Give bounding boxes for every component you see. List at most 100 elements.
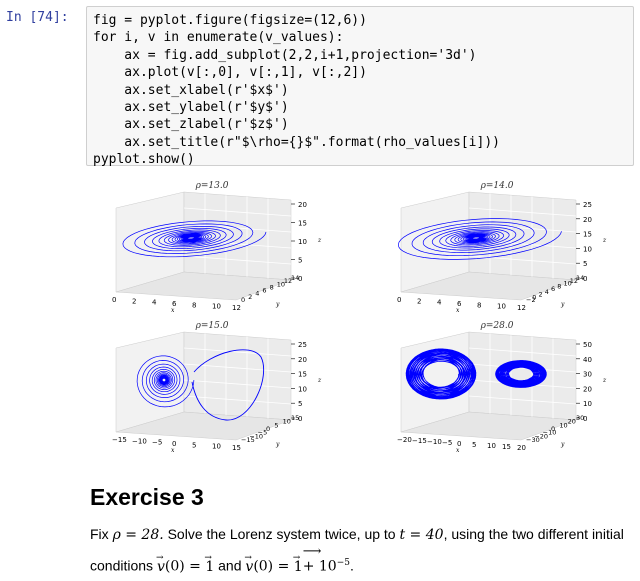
x-tick-label: −10: [427, 438, 442, 446]
pane-floor: [400, 271, 577, 301]
one-vector-1: 1: [204, 544, 214, 581]
y-tick-label: −15: [241, 436, 255, 444]
code-line-2[interactable]: for i, v in enumerate(v_values):: [93, 30, 344, 46]
x-tick-label: 10: [212, 443, 221, 451]
x-tick-label: 12: [517, 304, 526, 312]
y-axis-label: y: [275, 441, 280, 448]
x-tick-label: 8: [477, 301, 481, 309]
x-axis-label: x: [456, 447, 460, 454]
x-tick-label: 12: [232, 304, 241, 312]
trajectory-line: [122, 220, 267, 258]
cond2-expr: (0) =: [253, 558, 294, 575]
z-tick-label: 0: [583, 415, 587, 423]
x-tick-label: 8: [192, 301, 196, 309]
x-tick-label: −10: [132, 437, 147, 445]
z-tick-label: 0: [298, 275, 302, 283]
x-tick-label: 10: [487, 442, 496, 450]
y-tick-label: 12: [284, 277, 292, 285]
z-tick-label: 15: [583, 231, 592, 239]
code-line-4[interactable]: ax.plot(v[:,0], v[:,1], v[:,2]): [93, 65, 367, 81]
z-tick-label: 25: [583, 201, 592, 209]
t-expr: t = 40: [399, 527, 444, 543]
x-tick-label: 15: [502, 443, 511, 451]
attractor-right-wing: [495, 360, 547, 388]
y-tick-label: 15: [291, 414, 299, 422]
code-cell[interactable]: fig = pyplot.figure(figsize=(12,6)) for …: [86, 6, 634, 168]
code-line-1[interactable]: fig = pyplot.figure(figsize=(12,6)): [93, 13, 367, 28]
exercise-heading: Exercise 3: [90, 484, 204, 510]
text-and: and: [218, 557, 242, 574]
x-tick-label: 10: [212, 303, 221, 311]
x-tick-label: 5: [192, 441, 196, 449]
text-conditions: conditions: [90, 557, 154, 574]
z-axis-label: z: [602, 377, 607, 384]
z-tick-label: 10: [298, 238, 307, 246]
z-tick-label: 5: [298, 257, 302, 265]
subplot-title: ρ=15.0: [195, 321, 229, 331]
y-tick-label: −20: [534, 432, 548, 440]
y-tick-label: 0: [551, 425, 555, 433]
code-line-9[interactable]: pyplot.show(): [93, 152, 195, 168]
x-tick-label: −5: [152, 439, 162, 447]
perturb-expr: + 10−5: [303, 538, 350, 581]
x-tick-label: 0: [112, 296, 116, 304]
z-axis-label: z: [317, 237, 322, 244]
x-tick-label: −15: [112, 436, 127, 444]
z-tick-label: 5: [583, 260, 587, 268]
y-axis-label: y: [560, 441, 565, 448]
y-tick-label: 6: [551, 285, 555, 293]
z-tick-label: 10: [298, 385, 307, 393]
y-tick-label: 6: [262, 287, 266, 295]
code-line-3[interactable]: ax = fig.add_subplot(2,2,i+1,projection=…: [93, 47, 477, 63]
z-tick-label: 40: [583, 356, 592, 364]
x-tick-label: 6: [172, 300, 177, 308]
x-tick-label: −5: [442, 439, 452, 447]
z-tick-label: 20: [298, 356, 307, 364]
y-tick-label: 20: [568, 418, 576, 426]
y-tick-label: 2: [539, 291, 543, 299]
z-tick-label: 10: [583, 400, 592, 408]
pane-back: [183, 331, 292, 421]
pane-floor: [115, 411, 292, 441]
y-tick-label: 30: [576, 414, 584, 422]
cell-prompt: In [74]:: [6, 10, 69, 25]
y-tick-label: −10: [543, 429, 557, 437]
y-tick-label: 8: [270, 283, 274, 291]
y-tick-label: 5: [274, 421, 278, 429]
x-tick-label: 15: [232, 444, 241, 452]
z-tick-label: 0: [583, 275, 587, 283]
x-tick-label: 6: [457, 300, 462, 308]
v-vector-1: v: [156, 544, 165, 581]
x-tick-label: 5: [472, 441, 476, 449]
v-vector-2: v: [244, 544, 253, 581]
x-tick-label: 4: [437, 299, 442, 307]
z-tick-label: 15: [298, 220, 307, 228]
z-tick-label: 50: [583, 341, 592, 349]
code-line-8[interactable]: ax.set_title(r"$\rho={}$".format(rho_val…: [93, 134, 500, 150]
code-line-5[interactable]: ax.set_xlabel(r'$x$'): [93, 82, 289, 98]
y-tick-label: 0: [532, 293, 536, 301]
z-tick-label: 15: [298, 371, 307, 379]
attractor-left-wing: [405, 348, 477, 400]
code-line-6[interactable]: ax.set_ylabel(r'$y$'): [93, 100, 289, 116]
y-tick-label: 12: [570, 277, 578, 285]
trajectory-line: [136, 355, 195, 408]
z-tick-label: 25: [298, 341, 307, 349]
text-fix: Fix: [90, 526, 109, 542]
y-tick-label: 10: [277, 280, 285, 288]
y-tick-label: 0: [241, 296, 245, 304]
pane-floor: [400, 411, 577, 441]
x-tick-label: 0: [397, 296, 401, 304]
cond1-expr: (0) =: [164, 558, 206, 575]
x-tick-label: 0: [457, 440, 461, 448]
y-tick-label: 14: [291, 274, 299, 282]
y-tick-label: 10: [283, 418, 291, 426]
text-initial: , using the two different initial: [443, 526, 624, 542]
y-tick-label: 14: [576, 274, 584, 282]
code-line-7[interactable]: ax.set_zlabel(r'$z$'): [93, 117, 289, 133]
y-tick-label: 10: [559, 421, 567, 429]
